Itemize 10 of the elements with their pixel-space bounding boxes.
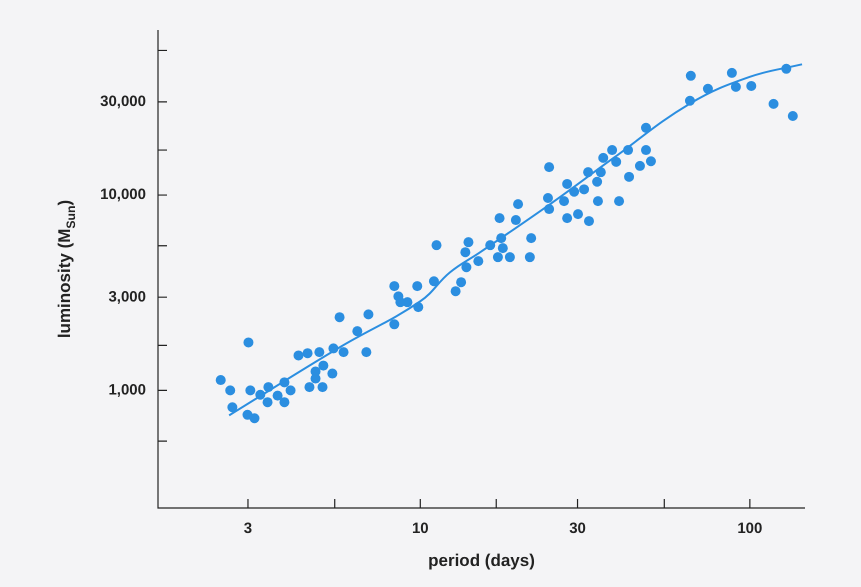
- x-tick-label: 10: [412, 520, 429, 538]
- y-axis-title: luminosity (MSun): [55, 200, 78, 338]
- x-axis-title: period (days): [428, 551, 535, 570]
- y-tick-label: 10,000: [100, 186, 146, 204]
- x-tick-label: 3: [244, 520, 252, 538]
- x-tick-label: 30: [569, 520, 586, 538]
- x-tick-label: 100: [737, 520, 762, 538]
- y-tick-label: 30,000: [100, 93, 146, 110]
- y-tick-label: 3,000: [108, 288, 146, 306]
- y-tick-label: 1,000: [108, 382, 146, 399]
